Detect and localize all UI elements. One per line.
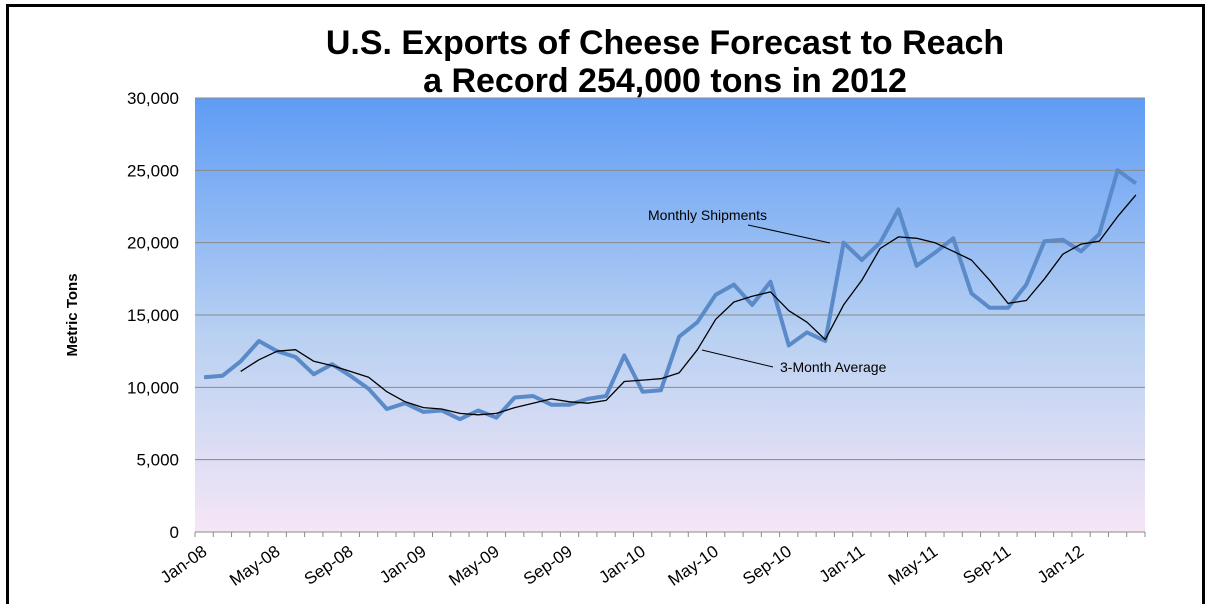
- y-tick-label: 15,000: [127, 306, 179, 325]
- x-tick-label: Jan-11: [816, 542, 868, 587]
- monthly-shipments-annotation: Monthly Shipments: [648, 207, 767, 223]
- x-tick-label: May-08: [226, 542, 283, 590]
- chart-title-line-1: U.S. Exports of Cheese Forecast to Reach: [325, 24, 1005, 62]
- x-tick-label: Sep-09: [520, 542, 576, 589]
- y-tick-label: 20,000: [127, 234, 179, 253]
- x-axis-ticks: Jan-08 May-08 Sep-08 Jan-09 May-09 Sep-09 Jan-…: [157, 532, 1146, 590]
- x-tick-label: Sep-11: [960, 542, 1015, 588]
- x-tick-label: May-11: [885, 542, 941, 589]
- y-tick-label: 30,000: [127, 89, 179, 108]
- x-tick-label: Jan-12: [1034, 542, 1087, 587]
- monthly-shipments-annotation-leader: [747, 224, 831, 244]
- x-tick-label: May-10: [665, 542, 722, 590]
- series-line-3-month-average: [240, 194, 1137, 416]
- x-tick-label: Sep-08: [301, 542, 357, 589]
- x-tick-label: Jan-10: [595, 542, 648, 587]
- three-month-average-annotation: 3-Month Average: [780, 359, 887, 375]
- gridlines: [195, 97, 1145, 461]
- y-tick-label: 25,000: [127, 161, 179, 180]
- x-tick-label: Sep-10: [739, 542, 795, 589]
- x-tick-label: Jan-09: [376, 542, 429, 587]
- series-lines: [203, 168, 1138, 422]
- x-tick-label: Jan-08: [157, 542, 210, 587]
- y-tick-label: 5,000: [136, 451, 179, 470]
- y-tick-label: 10,000: [127, 378, 179, 397]
- chart-title-line-2: a Record 254,000 tons in 2012: [423, 62, 907, 100]
- y-tick-label: 0: [170, 523, 179, 542]
- chart-title: U.S. Exports of Cheese Forecast to Reach…: [0, 24, 1213, 100]
- three-month-average-annotation-leader: [701, 349, 774, 368]
- y-axis-ticks: 0 5,000 10,000 15,000 20,000 25,000 30,000: [127, 89, 179, 542]
- y-axis-label: Metric Tons: [64, 273, 81, 356]
- series-line-monthly-shipments: [203, 168, 1138, 422]
- x-tick-label: May-09: [445, 542, 502, 590]
